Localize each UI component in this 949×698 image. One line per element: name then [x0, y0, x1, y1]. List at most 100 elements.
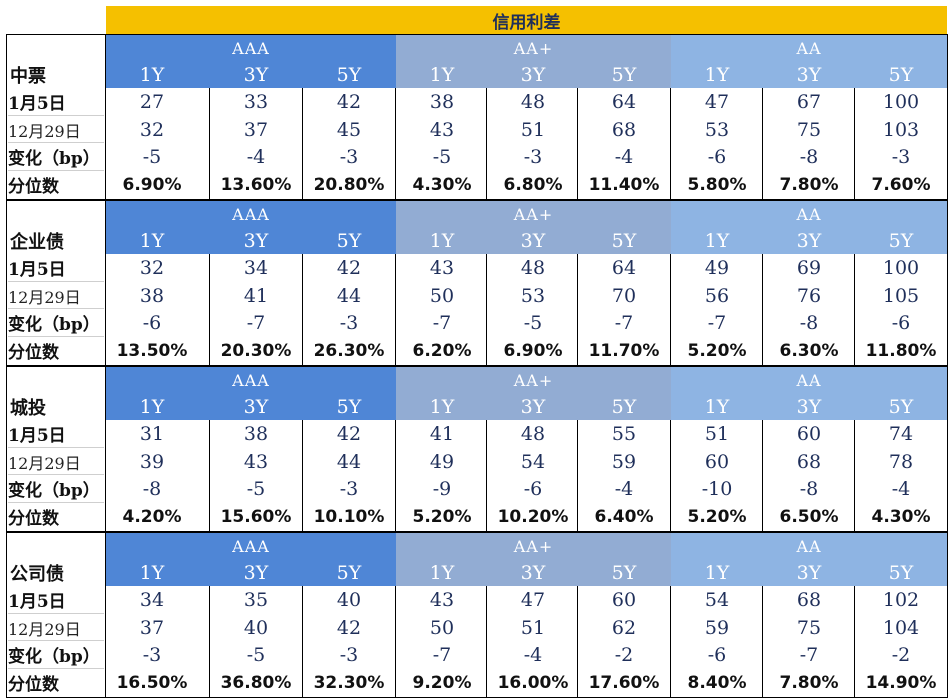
value-cell-date-current: 48	[520, 256, 546, 279]
value-cell-date-current: 40	[336, 588, 362, 611]
value-cell-change-bp: -7	[246, 311, 266, 334]
value-cell-change-bp: -5	[246, 643, 266, 666]
value-cell-percentile: 9.20%	[412, 672, 472, 693]
grid-line	[486, 420, 487, 532]
tenor-label: 5Y	[336, 63, 362, 86]
grid-line	[762, 254, 763, 366]
row-label-date-previous: 12月29日	[8, 619, 81, 639]
value-cell-change-bp: -6	[142, 311, 162, 334]
value-cell-date-previous: 44	[336, 284, 362, 307]
value-cell-date-previous: 53	[704, 118, 730, 141]
value-cell-date-current: 67	[796, 90, 822, 113]
value-cell-change-bp: -5	[523, 311, 543, 334]
grade-label: AAA	[232, 204, 270, 224]
tenor-label: 1Y	[139, 63, 165, 86]
value-cell-date-previous: 75	[796, 118, 822, 141]
tenor-label: 1Y	[429, 63, 455, 86]
value-cell-date-current: 47	[704, 90, 730, 113]
grid-line	[947, 200, 948, 366]
value-cell-date-previous: 51	[520, 616, 546, 639]
grade-header-aaa	[106, 366, 396, 420]
grid-line	[8, 474, 104, 475]
grid-line	[854, 420, 855, 532]
value-cell-date-current: 42	[336, 256, 362, 279]
value-cell-percentile: 26.30%	[313, 340, 385, 361]
grid-line	[8, 142, 104, 143]
value-cell-change-bp: -3	[339, 643, 359, 666]
value-cell-percentile: 11.40%	[588, 174, 660, 195]
grid-line	[762, 586, 763, 698]
grade-label: AA	[796, 204, 822, 224]
value-cell-date-previous: 37	[243, 118, 269, 141]
value-cell-percentile: 20.30%	[220, 340, 292, 361]
value-cell-change-bp: -8	[799, 145, 819, 168]
grid-line	[947, 366, 948, 532]
grade-header-aa-plus	[396, 532, 671, 586]
grade-label: AA+	[513, 204, 554, 224]
value-cell-percentile: 11.80%	[865, 340, 937, 361]
value-cell-percentile: 6.50%	[779, 506, 839, 527]
grid-line	[670, 586, 671, 698]
grid-line	[8, 336, 104, 337]
value-cell-percentile: 6.90%	[122, 174, 182, 195]
value-cell-date-current: 43	[429, 256, 455, 279]
value-cell-percentile: 32.30%	[313, 672, 385, 693]
grid-line	[486, 254, 487, 366]
value-cell-percentile: 4.30%	[412, 174, 472, 195]
grid-line	[105, 34, 106, 200]
grade-label: AAA	[232, 370, 270, 390]
row-label-date-current: 1月5日	[8, 94, 66, 114]
value-cell-percentile: 7.60%	[871, 174, 931, 195]
value-cell-date-previous: 38	[139, 284, 165, 307]
grid-line	[670, 420, 671, 532]
value-cell-change-bp: -4	[891, 477, 911, 500]
value-cell-change-bp: -10	[701, 477, 733, 500]
value-cell-change-bp: -5	[142, 145, 162, 168]
grade-header-aa-plus	[396, 366, 671, 420]
value-cell-date-previous: 60	[704, 450, 730, 473]
value-cell-date-current: 34	[243, 256, 269, 279]
value-cell-date-previous: 49	[429, 450, 455, 473]
tenor-label: 1Y	[139, 229, 165, 252]
value-cell-date-current: 74	[888, 422, 914, 445]
value-cell-percentile: 5.80%	[687, 174, 747, 195]
value-cell-percentile: 7.80%	[779, 174, 839, 195]
value-cell-date-current: 33	[243, 90, 269, 113]
value-cell-date-previous: 78	[888, 450, 914, 473]
grade-header-aaa	[106, 34, 396, 88]
tenor-label: 1Y	[429, 229, 455, 252]
grid-line	[6, 200, 947, 201]
value-cell-change-bp: -3	[339, 145, 359, 168]
grid-line	[577, 420, 578, 532]
tenor-label: 5Y	[888, 395, 914, 418]
value-cell-date-previous: 43	[429, 118, 455, 141]
row-label-date-previous: 12月29日	[8, 453, 81, 473]
value-cell-percentile: 8.40%	[687, 672, 747, 693]
value-cell-date-current: 48	[520, 90, 546, 113]
value-cell-date-current: 27	[139, 90, 165, 113]
section-name: 企业债	[10, 232, 64, 253]
value-cell-date-current: 100	[882, 90, 920, 113]
section-1: AAA 1Y 3Y 5Y AA+ 1Y 3Y 5Y AA 1Y 3Y 5Y 中票 1月5日 12月29日 变化…	[0, 34, 949, 200]
tenor-label: 5Y	[611, 229, 637, 252]
value-cell-date-current: 31	[139, 422, 165, 445]
value-cell-change-bp: -3	[339, 311, 359, 334]
value-cell-change-bp: -5	[246, 477, 266, 500]
value-cell-date-previous: 68	[796, 450, 822, 473]
grade-header-aa	[671, 366, 947, 420]
tenor-label: 1Y	[704, 229, 730, 252]
section-4: AAA 1Y 3Y 5Y AA+ 1Y 3Y 5Y AA 1Y 3Y 5Y 公司债 1月5日 12月29日变…	[0, 532, 949, 698]
value-cell-percentile: 11.70%	[588, 340, 660, 361]
value-cell-change-bp: -7	[614, 311, 634, 334]
value-cell-percentile: 6.30%	[779, 340, 839, 361]
tenor-label: 5Y	[336, 229, 362, 252]
value-cell-date-current: 55	[611, 422, 637, 445]
grid-line	[6, 365, 947, 366]
value-cell-date-current: 43	[429, 588, 455, 611]
tenor-label: 1Y	[704, 63, 730, 86]
value-cell-date-previous: 44	[336, 450, 362, 473]
value-cell-percentile: 10.20%	[497, 506, 569, 527]
grid-line	[947, 34, 948, 200]
grade-header-aaa	[106, 532, 396, 586]
tenor-label: 1Y	[429, 561, 455, 584]
